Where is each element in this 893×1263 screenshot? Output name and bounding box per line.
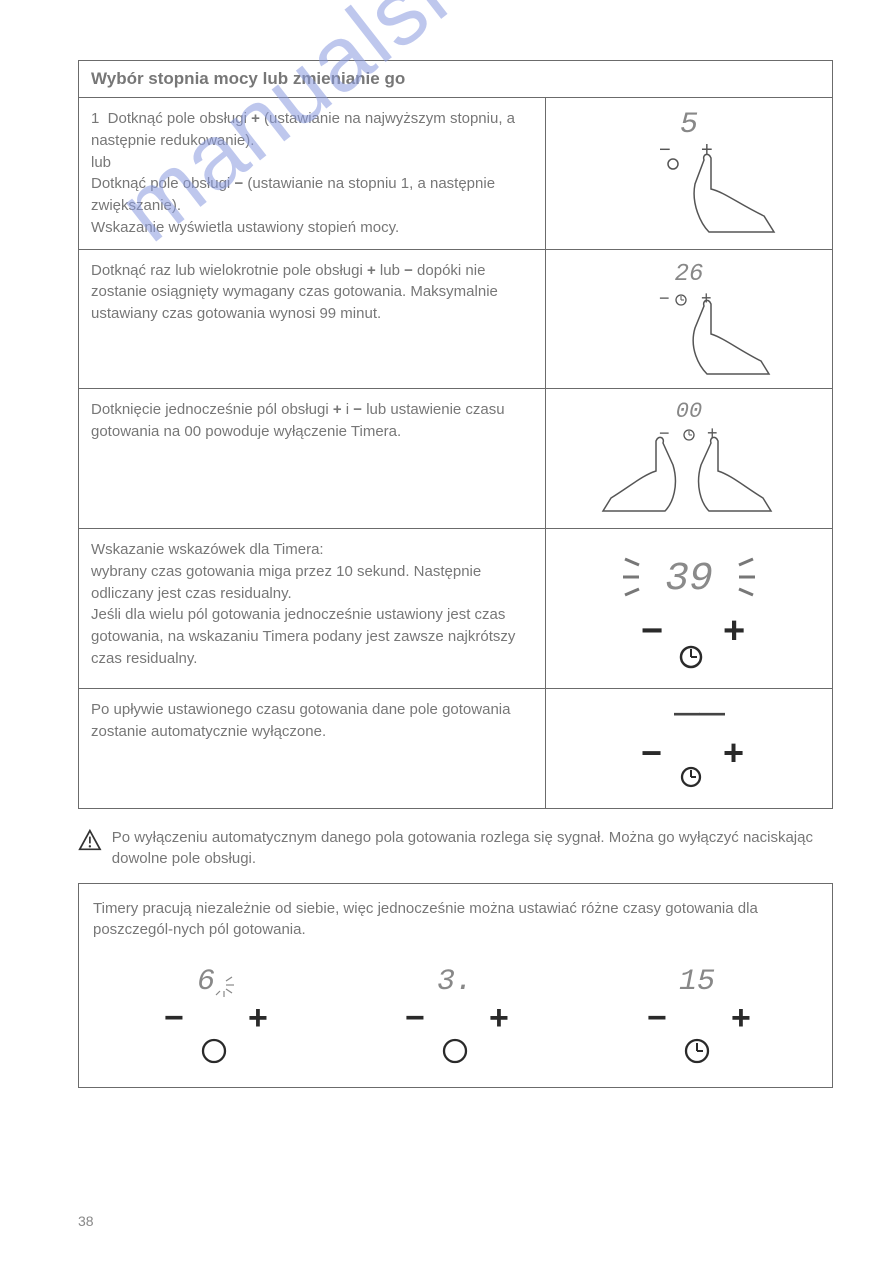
instruction-table: 1 Dotknąć pole obsługi + (ustawianie na … bbox=[78, 97, 833, 809]
step-illustration: 5 − + bbox=[546, 98, 833, 250]
warning-block: Po wyłączeniu automatycznym danego pola … bbox=[78, 827, 833, 869]
table-row: 1 Dotknąć pole obsługi + (ustawianie na … bbox=[79, 98, 833, 250]
plus-icon: + bbox=[701, 288, 712, 308]
plus-icon: + bbox=[707, 423, 718, 443]
plus-icon: + bbox=[489, 999, 509, 1037]
table-row: Dotknąć raz lub wielokrotnie pole obsług… bbox=[79, 249, 833, 389]
seg-display: 6 bbox=[197, 965, 215, 999]
table-row: Dotknięcie jednocześnie pól obsługi + i … bbox=[79, 389, 833, 529]
plus-icon: + bbox=[723, 732, 744, 773]
hand-left-icon bbox=[603, 438, 675, 512]
timer-panel: 3. − + bbox=[375, 959, 535, 1069]
minus-icon: − bbox=[659, 288, 670, 308]
circle-icon bbox=[668, 159, 678, 169]
minus-icon: − bbox=[647, 999, 667, 1037]
step-illustration: 26 − + bbox=[546, 249, 833, 389]
minus-icon: − bbox=[659, 139, 671, 161]
table-row: Po upływie ustawionego czasu gotowania d… bbox=[79, 688, 833, 808]
circle-icon bbox=[444, 1040, 466, 1062]
timer-info-lead: Timery pracują niezależnie od siebie, wi… bbox=[93, 898, 818, 942]
flash-line bbox=[739, 559, 753, 565]
plus-icon: + bbox=[248, 999, 268, 1037]
plus-icon: + bbox=[723, 610, 745, 652]
hand-right-icon bbox=[699, 438, 771, 512]
step-illustration: 39 − + bbox=[546, 529, 833, 689]
step-illustration: 00 − + bbox=[546, 389, 833, 529]
illus-dashes: — — − + bbox=[579, 695, 799, 795]
plus-icon: + bbox=[731, 999, 751, 1037]
minus-icon: − bbox=[164, 999, 184, 1037]
warning-text: Po wyłączeniu automatycznym danego pola … bbox=[112, 827, 833, 869]
illus-flash: 39 − + bbox=[579, 535, 799, 675]
seg-display: 3. bbox=[437, 965, 473, 999]
step-text: Dotknięcie jednocześnie pól obsługi + i … bbox=[79, 389, 546, 529]
warning-triangle-icon bbox=[78, 827, 102, 853]
table-row: Wskazanie wskazówek dla Timera:wybrany c… bbox=[79, 529, 833, 689]
step-text: Dotknąć raz lub wielokrotnie pole obsług… bbox=[79, 249, 546, 389]
seg-display: 26 bbox=[675, 261, 704, 288]
seg-display: 15 bbox=[679, 965, 715, 999]
page-content: Wybór stopnia mocy lub zmienianie go 1 D… bbox=[0, 0, 893, 1128]
timer-panels: 6 − + 3. − + 15 − bbox=[93, 959, 818, 1069]
page-number: 38 bbox=[78, 1213, 94, 1229]
step-illustration: — — − + bbox=[546, 688, 833, 808]
minus-icon: − bbox=[405, 999, 425, 1037]
timer-panel: 15 − + bbox=[617, 959, 777, 1069]
step-text: Po upływie ustawionego czasu gotowania d… bbox=[79, 688, 546, 808]
illus-hand-plus-clock: 26 − + bbox=[589, 256, 789, 376]
flash-line bbox=[739, 589, 753, 595]
flash-line bbox=[625, 559, 639, 565]
minus-icon: − bbox=[641, 610, 663, 652]
hand-icon bbox=[694, 154, 774, 232]
dash-icon: — bbox=[674, 697, 700, 727]
burst-icon bbox=[216, 977, 234, 997]
illus-hand-plus: 5 − + bbox=[589, 104, 789, 234]
seg-display: 00 bbox=[676, 399, 702, 424]
minus-icon: − bbox=[659, 423, 670, 443]
illus-two-hands: 00 − + bbox=[579, 395, 799, 515]
flash-line bbox=[625, 589, 639, 595]
seg-display: 39 bbox=[665, 557, 713, 602]
minus-icon: − bbox=[641, 732, 662, 773]
timer-panel: 6 − + bbox=[134, 959, 294, 1069]
table-title: Wybór stopnia mocy lub zmienianie go bbox=[78, 60, 833, 97]
circle-icon bbox=[203, 1040, 225, 1062]
hand-icon bbox=[693, 300, 769, 374]
timer-info-box: Timery pracują niezależnie od siebie, wi… bbox=[78, 883, 833, 1089]
seg-display: 5 bbox=[680, 108, 698, 142]
step-text: 1 Dotknąć pole obsługi + (ustawianie na … bbox=[79, 98, 546, 250]
dash-icon: — bbox=[699, 697, 725, 727]
step-text: Wskazanie wskazówek dla Timera:wybrany c… bbox=[79, 529, 546, 689]
